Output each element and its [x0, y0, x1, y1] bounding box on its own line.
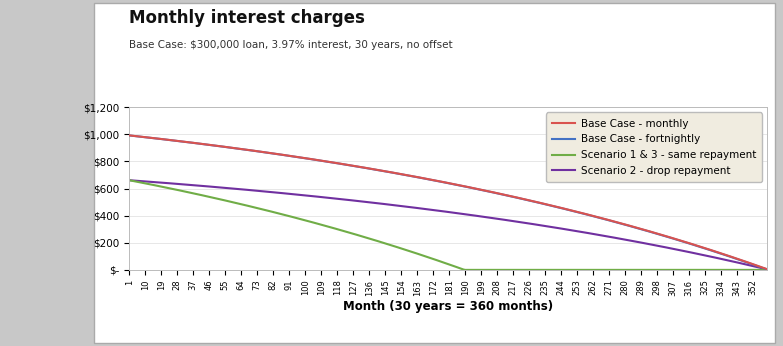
Scenario 1 & 3 - same repayment: [729, 268, 738, 272]
Base Case - fortnightly: [727, 255, 737, 259]
Base Case - fortnightly: [403, 173, 413, 177]
Text: Monthly interest charges: Monthly interest charges: [129, 9, 365, 27]
Scenario 1 & 3 - same repayment: [336, 228, 345, 232]
Scenario 1 & 3 - same repayment: [403, 249, 413, 253]
Scenario 1 & 3 - same repayment: [460, 268, 470, 272]
Base Case - monthly: [403, 173, 413, 177]
Base Case - monthly: [347, 163, 356, 167]
Legend: Base Case - monthly, Base Case - fortnightly, Scenario 1 & 3 - same repayment, S: Base Case - monthly, Base Case - fortnig…: [546, 112, 762, 182]
Base Case - monthly: [727, 255, 737, 259]
Base Case - monthly: [315, 158, 324, 162]
Scenario 2 - drop repayment: [727, 259, 737, 263]
Scenario 2 - drop repayment: [347, 198, 356, 202]
Scenario 2 - drop repayment: [203, 184, 212, 189]
Base Case - monthly: [763, 267, 772, 271]
Scenario 1 & 3 - same repayment: [203, 194, 212, 199]
Base Case - monthly: [124, 133, 134, 137]
Scenario 2 - drop repayment: [336, 197, 345, 201]
Base Case - fortnightly: [315, 158, 324, 163]
Scenario 1 & 3 - same repayment: [347, 231, 356, 235]
Line: Scenario 1 & 3 - same repayment: Scenario 1 & 3 - same repayment: [129, 180, 767, 270]
Base Case - fortnightly: [336, 162, 345, 166]
Base Case - fortnightly: [203, 143, 212, 147]
Scenario 1 & 3 - same repayment: [763, 268, 772, 272]
Line: Scenario 2 - drop repayment: Scenario 2 - drop repayment: [129, 180, 767, 270]
Scenario 1 & 3 - same repayment: [315, 222, 324, 226]
Scenario 2 - drop repayment: [124, 178, 134, 182]
Scenario 2 - drop repayment: [403, 205, 413, 209]
Line: Base Case - fortnightly: Base Case - fortnightly: [129, 135, 767, 270]
Scenario 2 - drop repayment: [763, 267, 772, 272]
Scenario 1 & 3 - same repayment: [124, 178, 134, 182]
Base Case - monthly: [203, 143, 212, 147]
Base Case - monthly: [336, 162, 345, 166]
Base Case - fortnightly: [347, 164, 356, 168]
X-axis label: Month (30 years = 360 months): Month (30 years = 360 months): [343, 300, 554, 313]
Base Case - fortnightly: [763, 267, 772, 272]
Base Case - fortnightly: [124, 133, 134, 137]
Line: Base Case - monthly: Base Case - monthly: [129, 135, 767, 269]
Text: Base Case: $300,000 loan, 3.97% interest, 30 years, no offset: Base Case: $300,000 loan, 3.97% interest…: [129, 40, 453, 50]
Scenario 2 - drop repayment: [315, 195, 324, 199]
